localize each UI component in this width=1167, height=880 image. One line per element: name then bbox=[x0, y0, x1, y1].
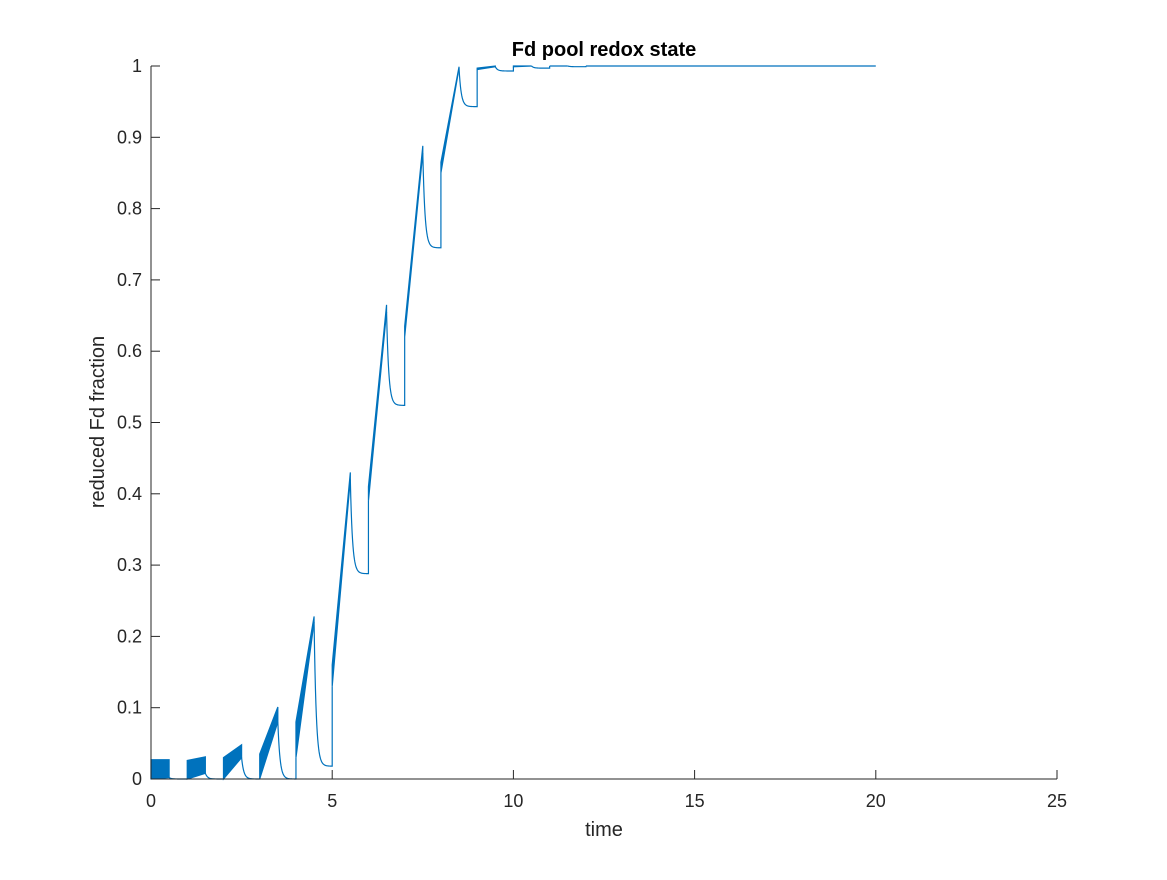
y-tick-label: 0.1 bbox=[117, 698, 142, 718]
off-phase-decay bbox=[241, 757, 261, 780]
on-phase-band bbox=[186, 756, 206, 780]
on-phase-band bbox=[259, 706, 279, 780]
x-axis-label: time bbox=[585, 819, 623, 841]
x-tick-label: 25 bbox=[1047, 791, 1067, 811]
off-phase-decay bbox=[204, 773, 224, 780]
x-tick-label: 0 bbox=[146, 791, 156, 811]
y-tick-label: 0.9 bbox=[117, 127, 142, 147]
off-phase-decay bbox=[277, 721, 297, 780]
on-phase-band bbox=[295, 616, 315, 758]
y-tick-label: 0 bbox=[132, 769, 142, 789]
x-tick-label: 20 bbox=[866, 791, 886, 811]
on-phase-band bbox=[512, 65, 532, 68]
y-axis-ticks: 0 0.1 0.2 0.3 0.4 0.5 0.6 0.7 0.8 0.9 1 bbox=[117, 56, 160, 789]
y-tick-label: 0.5 bbox=[117, 413, 142, 433]
off-phase-decay bbox=[494, 66, 514, 72]
on-phase-band bbox=[440, 66, 460, 174]
chart-title: Fd pool redox state bbox=[512, 39, 696, 61]
y-axis-label: reduced Fd fraction bbox=[87, 336, 109, 508]
y-tick-label: 0.3 bbox=[117, 555, 142, 575]
y-tick-label: 1 bbox=[132, 56, 142, 76]
y-tick-label: 0.4 bbox=[117, 484, 142, 504]
on-phase-band bbox=[404, 145, 424, 337]
x-axis-ticks: 0 5 10 15 20 25 bbox=[146, 770, 1067, 811]
off-phase-decay bbox=[349, 479, 370, 575]
y-tick-label: 0.8 bbox=[117, 199, 142, 219]
off-phase-decay bbox=[458, 68, 478, 108]
on-phase-band bbox=[476, 65, 496, 71]
off-phase-decay bbox=[531, 65, 551, 69]
x-tick-label: 15 bbox=[685, 791, 705, 811]
on-phase-band bbox=[367, 304, 388, 501]
on-phase-band bbox=[150, 759, 170, 780]
y-tick-label: 0.6 bbox=[117, 341, 142, 361]
off-phase-decay bbox=[313, 622, 333, 767]
series-layer bbox=[150, 65, 876, 781]
x-tick-label: 10 bbox=[503, 791, 523, 811]
y-tick-label: 0.7 bbox=[117, 270, 142, 290]
off-phase-decay bbox=[385, 311, 406, 406]
on-phase-band bbox=[331, 472, 351, 687]
off-phase-decay bbox=[422, 152, 442, 249]
on-phase-band bbox=[222, 743, 243, 781]
off-phase-decay bbox=[567, 65, 587, 68]
x-tick-label: 5 bbox=[327, 791, 337, 811]
y-tick-label: 0.2 bbox=[117, 626, 142, 646]
